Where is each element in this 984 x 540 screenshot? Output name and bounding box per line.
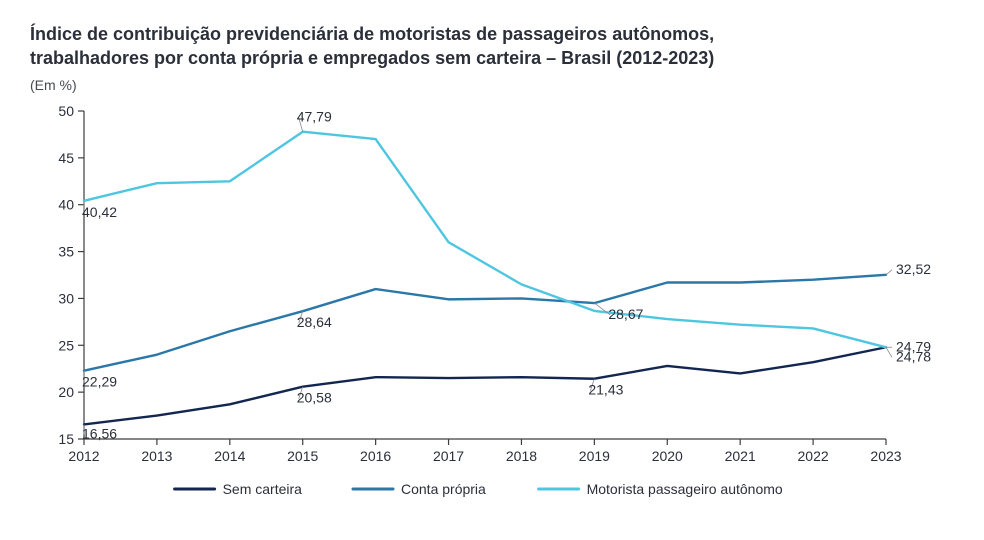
y-tick-label: 20 xyxy=(58,384,74,400)
x-tick-label: 2015 xyxy=(287,448,318,464)
callout-line xyxy=(886,269,892,274)
callout-line xyxy=(886,347,892,357)
x-tick-label: 2013 xyxy=(141,448,172,464)
data-label: 21,43 xyxy=(588,381,623,397)
chart-subtitle: (Em %) xyxy=(30,77,954,93)
data-label: 40,42 xyxy=(82,203,117,219)
y-tick-label: 25 xyxy=(58,337,74,353)
x-tick-label: 2019 xyxy=(579,448,610,464)
series-motorista_autonomo xyxy=(84,131,886,347)
chart-container: Índice de contribuição previdenciária de… xyxy=(0,0,984,540)
data-label: 16,56 xyxy=(82,425,117,441)
x-tick-label: 2023 xyxy=(870,448,901,464)
x-tick-label: 2012 xyxy=(68,448,99,464)
chart-title-line2: trabalhadores por conta própria e empreg… xyxy=(30,48,714,68)
legend-label-conta_propria: Conta própria xyxy=(401,481,486,497)
line-chart: 15 20 25 30 35 40 45 50 2012 2013 2014 2015 2016 2017… xyxy=(30,93,954,513)
data-label: 28,67 xyxy=(608,306,643,322)
x-tick-label: 2014 xyxy=(214,448,245,464)
x-tick-label: 2016 xyxy=(360,448,391,464)
x-tick-label: 2021 xyxy=(725,448,756,464)
data-label: 28,64 xyxy=(297,314,332,330)
y-tick-label: 40 xyxy=(58,196,74,212)
y-tick-label: 45 xyxy=(58,149,74,165)
data-label: 22,29 xyxy=(82,373,117,389)
data-label: 20,58 xyxy=(297,389,332,405)
y-tick-label: 15 xyxy=(58,431,74,447)
x-tick-label: 2020 xyxy=(652,448,683,464)
y-tick-label: 35 xyxy=(58,243,74,259)
x-tick-label: 2022 xyxy=(798,448,829,464)
legend-label-sem_carteira: Sem carteira xyxy=(223,481,303,497)
data-label: 47,79 xyxy=(297,108,332,124)
x-tick-label: 2018 xyxy=(506,448,537,464)
x-tick-label: 2017 xyxy=(433,448,464,464)
chart-title-line1: Índice de contribuição previdenciária de… xyxy=(30,24,714,44)
legend-label-motorista_autonomo: Motorista passageiro autônomo xyxy=(587,481,783,497)
y-tick-label: 50 xyxy=(58,103,74,119)
series-sem_carteira xyxy=(84,347,886,424)
data-label: 24,78 xyxy=(896,348,931,364)
series-conta_propria xyxy=(84,274,886,370)
data-label: 32,52 xyxy=(896,260,931,276)
y-tick-label: 30 xyxy=(58,290,74,306)
chart-title: Índice de contribuição previdenciária de… xyxy=(30,22,930,71)
